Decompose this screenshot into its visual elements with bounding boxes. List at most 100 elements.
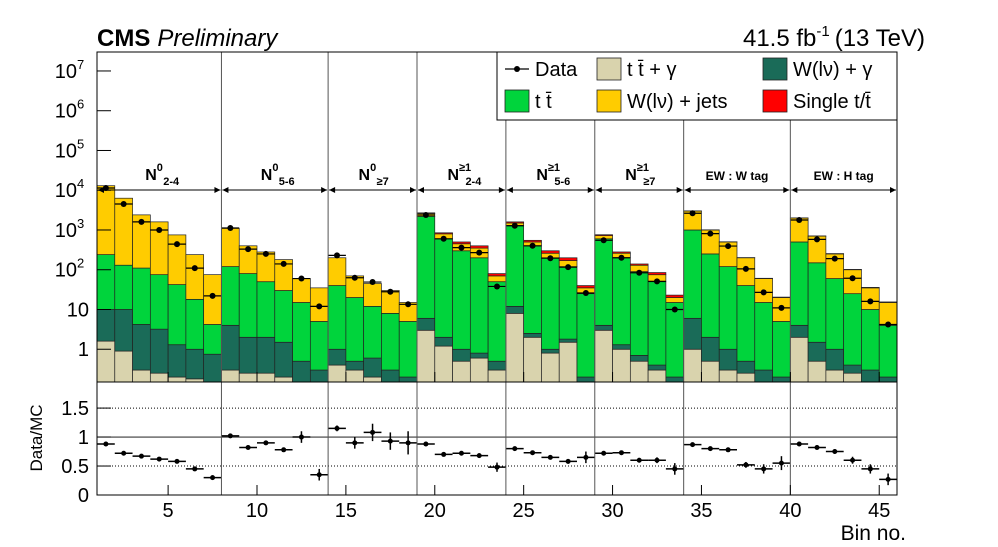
stack-segment	[523, 239, 542, 243]
stack-segment	[612, 344, 631, 350]
ratio-point	[583, 454, 589, 460]
ratio-point	[316, 472, 322, 478]
legend-label: t t̄ + γ	[627, 59, 676, 81]
x-tick-label: 30	[601, 500, 623, 522]
stack-segment	[647, 369, 667, 383]
stack-segment	[309, 321, 329, 371]
stack-segment	[843, 372, 862, 383]
stack-segment	[523, 336, 542, 383]
stack-segment	[327, 285, 347, 350]
legend-swatch	[504, 89, 530, 113]
ratio-point	[245, 444, 251, 450]
ratio-point	[476, 453, 482, 459]
ratio-frame	[96, 381, 898, 496]
ratio-point	[210, 475, 216, 481]
ratio-point	[458, 450, 464, 456]
data-point	[885, 321, 892, 328]
ratio-point	[690, 442, 696, 448]
stack-segment	[469, 245, 489, 249]
data-point	[814, 236, 820, 243]
stack-segment	[96, 254, 116, 310]
data-point	[494, 283, 500, 290]
data-point	[316, 303, 323, 310]
data-point	[547, 255, 554, 262]
stack-segment	[363, 283, 382, 307]
data-point	[582, 289, 589, 296]
ratio-point	[405, 440, 411, 446]
status: Preliminary	[157, 25, 279, 52]
data-point	[369, 279, 376, 286]
stack-segment	[363, 376, 382, 383]
stack-segment	[647, 272, 667, 276]
stack-segment	[185, 298, 205, 350]
stack-segment	[807, 341, 827, 362]
stack-segment	[114, 309, 133, 352]
ratio-point	[725, 447, 731, 453]
ratio-point	[743, 462, 749, 468]
data-point	[671, 306, 678, 313]
stack-segment	[416, 317, 436, 331]
ratio-point	[387, 438, 393, 444]
stack-segment	[469, 257, 489, 354]
stack-segment	[167, 344, 187, 378]
stack-segment	[505, 305, 525, 314]
stack-segment	[789, 241, 809, 326]
stack-segment	[843, 293, 862, 366]
data-point	[138, 218, 145, 225]
stack-segment	[149, 328, 169, 374]
stack-segment	[612, 251, 631, 254]
y-tick-base: 10	[55, 180, 77, 202]
region-label-main: N	[261, 167, 273, 184]
ratio-point	[761, 466, 767, 472]
y-tick-base: 10	[55, 61, 77, 83]
stack-segment	[701, 253, 720, 338]
data-point	[707, 230, 714, 237]
data-point	[120, 201, 127, 208]
stack-segment	[594, 324, 613, 331]
stack-segment	[789, 336, 809, 383]
stack-segment	[541, 250, 560, 254]
stack-segment	[807, 360, 827, 383]
stack-segment	[629, 271, 649, 356]
region-label: EW : H tag	[814, 169, 874, 183]
stack-segment	[558, 338, 578, 343]
stack-segment	[345, 297, 365, 362]
stack-segment	[452, 241, 471, 245]
stack-segment	[861, 369, 880, 383]
ratio-point	[423, 441, 429, 447]
stack-segment	[434, 232, 453, 235]
stack-segment	[523, 333, 542, 338]
stack-segment	[167, 284, 187, 346]
stack-segment	[452, 348, 471, 362]
ratio-point	[494, 464, 500, 470]
region-label-sup: 0	[272, 162, 278, 174]
stack-segment	[594, 238, 613, 326]
region-label: N≥1 2-4	[447, 162, 482, 188]
stack-segment	[701, 336, 720, 362]
stack-segment	[398, 376, 418, 383]
stack-segment	[452, 250, 471, 350]
data-point	[102, 184, 109, 191]
region-label-sup: ≥1	[548, 162, 560, 174]
ratio-y-tick-label: 0.5	[61, 456, 89, 478]
stack-segment	[292, 360, 311, 383]
ratio-point	[796, 441, 802, 447]
stack-segment	[683, 348, 702, 383]
stack-segment	[487, 369, 507, 383]
region-label: N0≥7	[359, 162, 389, 188]
stack-segment	[256, 372, 276, 383]
stack-segment	[221, 324, 240, 371]
y-tick-exponent: 7	[77, 57, 84, 72]
ratio-point	[654, 457, 660, 463]
stack-segment	[274, 290, 293, 343]
y-tick-exponent: 2	[77, 256, 84, 271]
region-label-sub: ≥7	[377, 176, 389, 188]
stack-segment	[576, 293, 596, 378]
y-tick-label: 106	[55, 97, 84, 123]
stack-segment	[381, 369, 400, 383]
stack-segment	[221, 227, 240, 267]
stack-segment	[629, 360, 649, 383]
region-label-main: N	[359, 167, 371, 184]
lumi-exponent: -1	[816, 23, 829, 40]
ratio-point	[512, 446, 518, 452]
